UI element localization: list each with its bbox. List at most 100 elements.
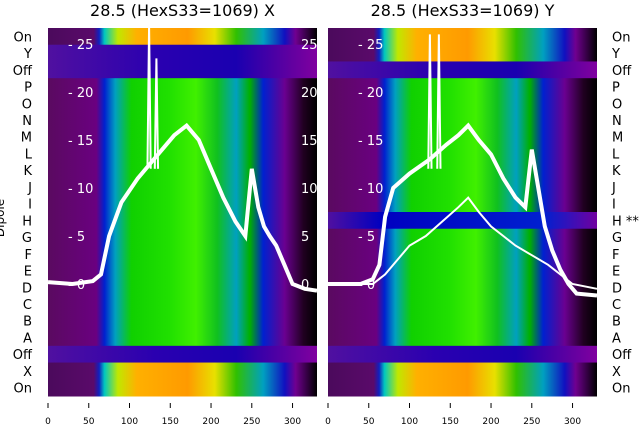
x-tick-label: 300 — [284, 417, 301, 427]
row-label: On — [14, 30, 32, 45]
x-tick-label: 250 — [243, 417, 260, 427]
heatmap-row — [48, 362, 317, 380]
heatmap-row — [328, 128, 597, 146]
overlay-spike — [436, 34, 442, 169]
y-axis-label: Dipole — [0, 199, 7, 237]
row-label: P — [612, 81, 620, 96]
overlay-y-tick-label: - 5 — [68, 230, 85, 245]
overlay-spike — [153, 58, 160, 169]
row-label: F — [25, 248, 32, 263]
heatmap-row — [48, 195, 317, 213]
row-label: L — [612, 147, 620, 162]
x-tick-label: 200 — [202, 417, 219, 427]
x-tick-label: 50 — [83, 417, 95, 427]
row-label: E — [24, 265, 32, 280]
heatmap-row — [48, 345, 317, 364]
row-label: On — [612, 382, 630, 397]
heatmap-row — [48, 212, 317, 230]
x-tick-label: 100 — [121, 417, 138, 427]
row-label: P — [24, 81, 32, 96]
heatmap-row — [48, 111, 317, 129]
row-label: J — [27, 181, 32, 196]
row-label: J — [611, 181, 616, 196]
row-label: I — [612, 198, 616, 213]
heatmap-row — [328, 312, 597, 330]
overlay-y-tick-label: 0 — [301, 278, 309, 293]
row-label: Off — [13, 64, 33, 79]
heatmap-row — [48, 379, 317, 397]
heatmap-row — [48, 61, 317, 79]
overlay-y-tick-label: 25 — [301, 38, 318, 53]
heatmap-row — [48, 278, 317, 297]
x-tick-label: 200 — [482, 417, 499, 427]
heatmap-row — [328, 295, 597, 313]
overlay-y-tick-label: - 10 — [68, 182, 93, 197]
row-label: H — [22, 214, 32, 229]
heatmap-row — [328, 228, 597, 246]
row-label: B — [612, 315, 621, 330]
heatmap-row — [328, 111, 597, 129]
row-label: On — [612, 30, 630, 45]
row-label: A — [23, 331, 32, 346]
x-tick-label: 50 — [363, 417, 375, 427]
row-label: Off — [612, 348, 632, 363]
row-label: H ** — [612, 214, 639, 229]
overlay-y-tick-label: - 5 — [358, 230, 375, 245]
x-tick-label: 100 — [401, 417, 418, 427]
panel-title: 28.5 (HexS33=1069) X — [90, 1, 275, 20]
row-label: Off — [13, 348, 33, 363]
heatmap-row — [328, 262, 597, 280]
row-label: E — [612, 265, 620, 280]
row-label: X — [612, 365, 621, 380]
row-label: M — [21, 131, 32, 146]
row-label: D — [22, 281, 32, 296]
overlay-y-tick-label: - 25 — [68, 38, 93, 53]
heatmap-row — [328, 278, 597, 297]
heatmap-row — [328, 345, 597, 364]
heatmap-row — [328, 212, 597, 230]
heatmap-row — [48, 245, 317, 263]
row-label: M — [612, 131, 623, 146]
row-label: O — [612, 97, 622, 112]
row-label: Off — [612, 64, 632, 79]
row-label: A — [612, 331, 621, 346]
row-label: N — [22, 114, 32, 129]
x-tick-label: 150 — [442, 417, 459, 427]
overlay-y-tick-label: - 20 — [68, 86, 93, 101]
row-label: D — [612, 281, 622, 296]
row-label: I — [28, 198, 32, 213]
row-label: Y — [611, 47, 620, 62]
heatmap-row — [328, 28, 597, 46]
heatmap-row — [48, 262, 317, 280]
heatmap-row — [48, 78, 317, 96]
heatmap-row — [48, 312, 317, 330]
row-label: K — [612, 164, 621, 179]
heatmap-row — [48, 161, 317, 180]
heatmap-row — [328, 94, 597, 113]
x-tick-label: 0 — [325, 417, 331, 427]
overlay-y-tick-label: 15 — [301, 134, 318, 149]
row-label: C — [612, 298, 621, 313]
heatmap-row — [48, 145, 317, 163]
heatmap-row — [328, 329, 597, 347]
heatmap-row — [48, 28, 317, 46]
row-label: On — [14, 382, 32, 397]
x-tick-label: 300 — [564, 417, 581, 427]
row-label: F — [612, 248, 619, 263]
row-label: C — [23, 298, 32, 313]
row-label: Y — [23, 47, 32, 62]
heatmap-row — [328, 61, 597, 79]
x-tick-label: 0 — [45, 417, 51, 427]
row-label: X — [23, 365, 32, 380]
heatmap-row — [48, 228, 317, 246]
overlay-y-tick-label: - 15 — [358, 134, 383, 149]
overlay-y-tick-label: - 15 — [68, 134, 93, 149]
overlay-y-tick-label: 10 — [301, 182, 318, 197]
heatmap-row — [328, 161, 597, 180]
heatmap-row — [328, 379, 597, 397]
heatmap-row — [328, 78, 597, 96]
heatmap-row — [48, 295, 317, 313]
